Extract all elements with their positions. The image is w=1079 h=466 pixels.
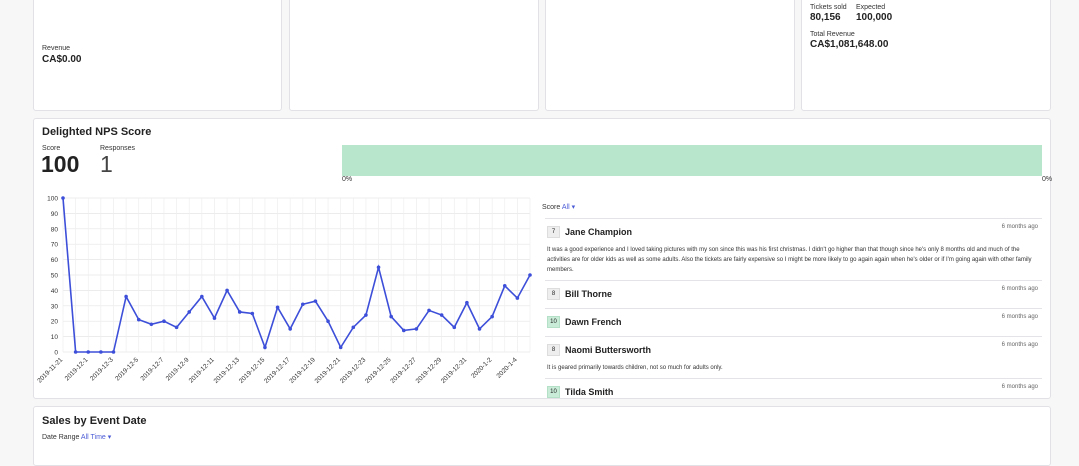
value: 100,000 xyxy=(856,12,893,23)
time-ago: 6 months ago xyxy=(1001,286,1038,292)
label: Responses xyxy=(100,145,136,152)
label: Tickets sold xyxy=(810,4,847,11)
range: Date Range All Time ▾ xyxy=(42,433,111,441)
time-ago: 6 months ago xyxy=(1001,384,1038,390)
respondent-name: Tilda Smith xyxy=(565,386,614,397)
value: 80,156 xyxy=(810,12,841,23)
respondent-name: Naomi Buttersworth xyxy=(565,344,652,355)
filter: Score All ▾ xyxy=(542,203,575,211)
label: Revenue xyxy=(42,45,71,52)
filter-dropdown[interactable]: All xyxy=(561,204,570,211)
score-badge: 7 xyxy=(547,225,560,238)
label: Total Revenue xyxy=(810,31,855,38)
score-badge: 8 xyxy=(547,343,560,356)
title: Delighted NPS Score xyxy=(42,126,152,138)
responses: 1 xyxy=(100,151,113,177)
caret: ▾ xyxy=(107,434,112,441)
value: CA$0.00 xyxy=(42,54,82,65)
comment: It was a good experience and I loved tak… xyxy=(547,247,1032,273)
response: 7 Jane Champion 6 months ago It was a good … xyxy=(545,218,1042,280)
label: Score xyxy=(42,145,61,152)
range-label: Date Range xyxy=(42,434,80,441)
page: {"revenue":{"label":"Revenue","value":"C… xyxy=(33,0,1053,466)
score-badge: 8 xyxy=(547,287,560,300)
score-badge: 10 xyxy=(547,315,560,328)
time-ago: 6 months ago xyxy=(1001,342,1038,348)
filter-label: Score xyxy=(542,204,561,211)
score-badge: 10 xyxy=(547,385,560,398)
bar-label: 0% xyxy=(342,176,353,183)
card xyxy=(289,0,539,111)
label: Expected xyxy=(856,4,886,11)
caret: ▾ xyxy=(571,204,576,211)
respondent-name: Jane Champion xyxy=(565,226,633,237)
nps-bar xyxy=(342,145,1042,176)
response: 8 Bill Thorne 6 months ago xyxy=(545,280,1042,308)
response: 10 Dawn French 6 months ago xyxy=(545,308,1042,336)
respondent-name: Dawn French xyxy=(565,316,622,327)
score: 100 xyxy=(41,151,80,177)
card xyxy=(545,0,795,111)
bar-label: 0% xyxy=(1042,176,1053,183)
response: 8 Naomi Buttersworth 6 months ago It is gea… xyxy=(545,336,1042,378)
tickets-card: Tickets sold 80,156 Expected 100,000 Tot… xyxy=(801,0,1051,111)
range-dropdown[interactable]: All Time xyxy=(80,434,106,441)
time-ago: 6 months ago xyxy=(1001,314,1038,320)
sales-card: Sales by Event Date Date Range All Time … xyxy=(33,406,1051,466)
time-ago: 6 months ago xyxy=(1001,224,1038,230)
comment: It is geared primarily towards children,… xyxy=(547,365,723,371)
respondent-name: Bill Thorne xyxy=(565,288,612,299)
value: CA$1,081,648.00 xyxy=(810,39,889,50)
revenue-card: Revenue CA$0.00 xyxy=(33,0,282,111)
title: Sales by Event Date xyxy=(42,415,147,427)
